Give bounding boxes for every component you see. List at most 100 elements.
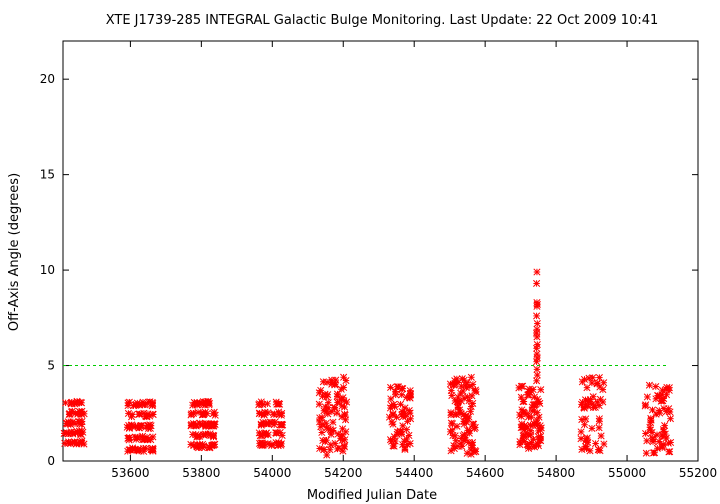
data-point xyxy=(139,432,147,440)
data-point xyxy=(336,434,345,442)
data-point xyxy=(665,386,673,394)
data-point xyxy=(405,431,413,440)
data-point xyxy=(517,382,525,390)
data-point xyxy=(199,421,207,429)
data-point xyxy=(142,423,150,431)
data-point xyxy=(592,439,600,448)
data-point xyxy=(257,421,265,429)
data-point xyxy=(449,381,457,389)
data-point xyxy=(273,429,281,437)
data-point xyxy=(67,420,75,429)
x-tick-label: 54800 xyxy=(537,466,575,480)
data-point xyxy=(393,430,401,438)
data-point xyxy=(62,419,70,427)
data-point xyxy=(533,333,541,341)
data-point xyxy=(647,416,655,424)
data-point xyxy=(589,403,598,412)
data-point xyxy=(385,413,394,421)
data-point xyxy=(328,378,336,386)
data-point xyxy=(329,418,337,426)
data-point xyxy=(321,403,329,411)
data-point xyxy=(533,302,541,310)
data-point xyxy=(333,409,341,417)
data-point xyxy=(643,393,651,401)
data-point xyxy=(396,400,405,408)
data-point xyxy=(463,379,471,387)
data-point xyxy=(600,440,608,448)
data-point xyxy=(391,403,399,411)
data-point xyxy=(315,400,323,408)
data-point xyxy=(71,428,79,437)
data-point xyxy=(642,449,650,457)
data-point xyxy=(140,409,148,417)
data-point xyxy=(595,424,603,432)
data-point xyxy=(463,393,471,401)
data-point xyxy=(125,434,133,442)
data-point xyxy=(471,386,480,394)
data-point xyxy=(134,446,142,454)
data-point xyxy=(645,381,653,389)
data-point xyxy=(387,395,395,403)
data-point xyxy=(61,439,69,447)
data-point xyxy=(149,401,157,409)
data-point xyxy=(80,410,88,418)
data-point xyxy=(315,389,323,397)
data-point xyxy=(329,426,337,435)
x-tick-label: 55200 xyxy=(679,466,717,480)
chart-title: XTE J1739-285 INTEGRAL Galactic Bulge Mo… xyxy=(106,13,659,28)
data-point xyxy=(149,410,157,419)
data-point xyxy=(536,436,544,444)
data-point xyxy=(386,404,395,412)
data-point xyxy=(642,429,650,438)
data-point xyxy=(448,426,456,434)
x-tick-label: 54000 xyxy=(253,466,291,480)
x-axis-label: Modified Julian Date xyxy=(307,488,437,503)
data-point xyxy=(453,398,461,406)
data-point xyxy=(533,371,541,379)
data-point xyxy=(272,439,280,447)
data-point xyxy=(337,385,345,393)
data-point xyxy=(462,417,470,425)
data-point xyxy=(468,392,476,400)
data-point xyxy=(661,422,669,430)
data-point xyxy=(275,410,283,418)
data-point xyxy=(141,401,149,409)
data-point xyxy=(324,399,332,407)
data-point xyxy=(66,409,74,418)
data-point xyxy=(655,437,663,446)
data-point xyxy=(263,400,271,408)
data-point xyxy=(577,428,585,436)
data-point xyxy=(205,399,213,407)
data-point xyxy=(533,377,541,385)
x-tick-label: 53800 xyxy=(182,466,220,480)
data-point xyxy=(468,438,477,447)
data-point xyxy=(595,417,603,425)
x-tick-label: 55000 xyxy=(608,466,646,480)
data-point xyxy=(520,431,528,439)
data-point xyxy=(262,429,270,437)
data-point xyxy=(460,431,468,439)
data-point xyxy=(146,424,154,432)
data-point xyxy=(333,392,341,400)
data-point xyxy=(203,420,212,428)
y-axis-label: Off-Axis Angle (degrees) xyxy=(7,173,22,331)
data-point xyxy=(595,446,603,454)
data-point xyxy=(187,440,195,449)
data-point xyxy=(393,413,401,421)
data-point xyxy=(194,432,202,441)
data-point xyxy=(147,445,155,454)
data-point xyxy=(318,420,326,428)
data-point xyxy=(518,420,526,428)
data-point xyxy=(533,365,541,373)
data-point xyxy=(136,422,144,430)
data-point xyxy=(596,383,604,391)
data-point xyxy=(127,421,135,429)
data-point xyxy=(584,438,592,446)
data-point xyxy=(146,412,154,420)
y-tick-label: 20 xyxy=(40,72,55,86)
data-point xyxy=(193,400,201,408)
data-point xyxy=(339,394,347,402)
data-point xyxy=(533,416,541,424)
data-point xyxy=(450,445,458,453)
